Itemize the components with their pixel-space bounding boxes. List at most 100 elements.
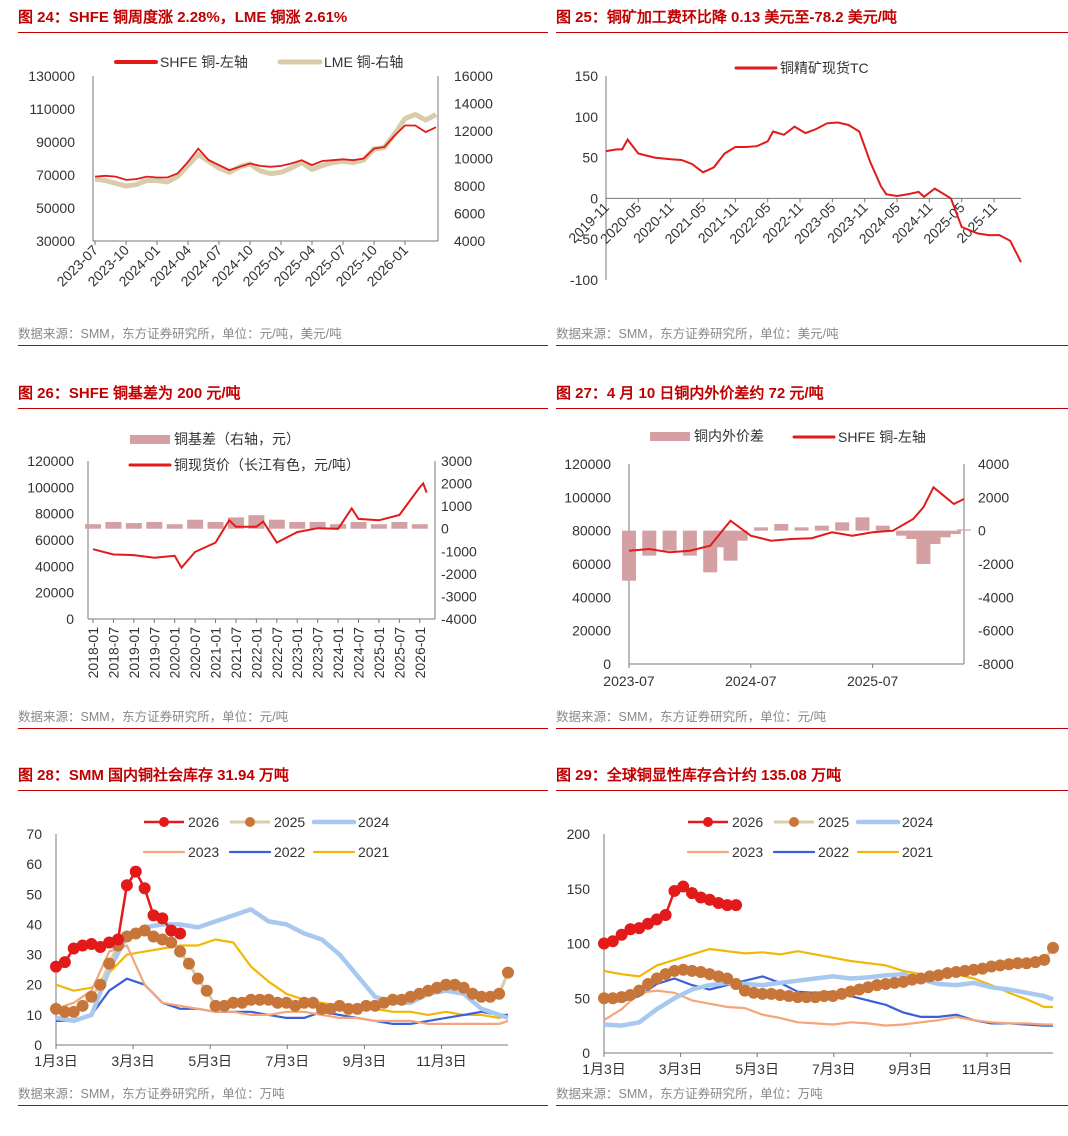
- x-tick-label: 2021-07: [228, 627, 244, 679]
- y-tick-label: 16000: [454, 68, 493, 84]
- y-tick-label: 70: [26, 826, 42, 842]
- legend-label: SHFE 铜-左轴: [160, 54, 248, 70]
- spread-bar: [906, 530, 921, 539]
- point-2025: [165, 936, 178, 949]
- series-2021: [55, 938, 509, 1019]
- basis-bar: [289, 521, 306, 529]
- chart-source: 数据来源：SMM，东方证券研究所，单位：元/吨，美元/吨: [18, 324, 548, 346]
- basis-bar: [105, 521, 122, 529]
- x-tick-label: 7月3日: [266, 1053, 310, 1069]
- x-tick-label: 2018-07: [105, 627, 121, 679]
- point-2025: [1011, 957, 1024, 970]
- point-2025: [633, 984, 646, 997]
- chart-title: 图 26：SHFE 铜基差为 200 元/吨: [18, 382, 548, 409]
- basis-bar: [146, 521, 163, 529]
- point-2025: [950, 965, 963, 978]
- y-tick-label: 12000: [454, 123, 493, 139]
- point-2025: [642, 978, 655, 991]
- y-tick-label: 100: [567, 936, 591, 952]
- chart-title: 图 24：SHFE 铜周度涨 2.28%，LME 铜涨 2.61%: [18, 6, 548, 33]
- series-spot-price: [92, 481, 428, 570]
- point-2025: [994, 959, 1007, 972]
- y-tick-label: 30000: [36, 233, 75, 249]
- y-tick-label: 8000: [454, 178, 485, 194]
- point-2025: [58, 1005, 71, 1018]
- point-2026: [730, 899, 743, 912]
- spread-bar: [814, 525, 829, 531]
- y-tick-label: 90000: [36, 134, 75, 150]
- spread-bar: [733, 530, 748, 541]
- chart-panel-28: 图 28：SMM 国内铜社会库存 31.94 万吨 70 60 50 40 30 20 10…: [18, 764, 548, 1136]
- point-2025: [791, 991, 804, 1004]
- y-tick-label: 10: [26, 1007, 42, 1023]
- chart-source: 数据来源：SMM，东方证券研究所，单位：美元/吨: [556, 324, 1068, 346]
- point-2025: [941, 967, 954, 980]
- y-tick-label: 50: [582, 150, 598, 166]
- point-2025: [809, 991, 822, 1004]
- x-tick-label: 2019-07: [146, 627, 162, 679]
- y-tick-label: 100000: [27, 479, 74, 495]
- legend-label: 2022: [274, 844, 305, 860]
- x-tick-label: 2021-01: [208, 627, 224, 679]
- y-tick-label: 200: [567, 826, 591, 842]
- series-2021: [603, 947, 1053, 1009]
- x-tick-label: 3月3日: [111, 1053, 155, 1069]
- x-tick-label: 5月3日: [735, 1061, 779, 1077]
- point-2026: [120, 879, 133, 892]
- point-2025: [182, 957, 195, 970]
- x-tick-label: 2024-01: [330, 627, 346, 679]
- point-2025: [85, 990, 98, 1003]
- legend-swatch: [159, 817, 169, 827]
- x-tick-label: 11月3日: [416, 1053, 466, 1069]
- point-2025: [315, 1002, 328, 1015]
- series-lme: [94, 112, 438, 189]
- point-2025: [307, 996, 320, 1009]
- x-tick-label: 3月3日: [659, 1061, 703, 1077]
- point-2026: [129, 865, 142, 878]
- point-2025: [1020, 957, 1033, 970]
- y-tick-label: 2000: [978, 489, 1009, 505]
- x-tick-label: 2023-07: [603, 673, 655, 689]
- legend-label: 2021: [902, 844, 933, 860]
- point-2025: [439, 978, 452, 991]
- x-tick-label: 5月3日: [188, 1053, 232, 1069]
- y-tick-label: 50000: [36, 200, 75, 216]
- x-tick-label: 2022-07: [269, 627, 285, 679]
- spread-bar: [875, 525, 890, 531]
- x-tick-label: 9月3日: [889, 1061, 933, 1077]
- x-tick-label: 2025-07: [847, 673, 899, 689]
- point-2025: [386, 993, 399, 1006]
- y-tick-label: -4000: [978, 589, 1014, 605]
- x-tick-label: 2020-07: [187, 627, 203, 679]
- chart-27-svg: 1200001000008000060000400002000004000200…: [564, 428, 1014, 689]
- point-2025: [475, 990, 488, 1003]
- point-2026: [50, 960, 62, 973]
- basis-bar: [125, 523, 142, 529]
- x-tick-label: 2018-01: [85, 627, 101, 679]
- point-2025: [598, 992, 610, 1005]
- y-tick-label: 80000: [35, 506, 74, 522]
- y-tick-label: -100: [570, 272, 598, 288]
- point-2025: [818, 990, 831, 1003]
- y-tick-label: 30: [26, 947, 42, 963]
- y-tick-label: -3000: [441, 588, 477, 604]
- x-tick-label: 1月3日: [582, 1061, 626, 1077]
- legend-label: 2023: [732, 844, 763, 860]
- y-tick-label: 0: [590, 190, 598, 206]
- y-tick-label: 100000: [564, 489, 611, 505]
- legend-label: LME 铜-右轴: [324, 54, 403, 70]
- point-2025: [191, 972, 204, 985]
- x-tick-label: 2023-01: [289, 627, 305, 679]
- y-tick-label: 70000: [36, 167, 75, 183]
- chart-panel-26: 图 26：SHFE 铜基差为 200 元/吨 120000 100000 80000…: [18, 382, 548, 754]
- y-tick-label: 2000: [441, 476, 472, 492]
- basis-bar: [227, 517, 244, 529]
- point-2026: [606, 935, 619, 948]
- y-tick-label: 4000: [454, 233, 485, 249]
- y-tick-label: 40000: [572, 589, 611, 605]
- x-tick-label: 2023-07: [310, 627, 326, 679]
- legend-label: 2026: [188, 814, 219, 830]
- y-tick-label: 0: [441, 521, 449, 537]
- series-shfe: [628, 485, 965, 554]
- chart-title: 图 28：SMM 国内铜社会库存 31.94 万吨: [18, 764, 548, 791]
